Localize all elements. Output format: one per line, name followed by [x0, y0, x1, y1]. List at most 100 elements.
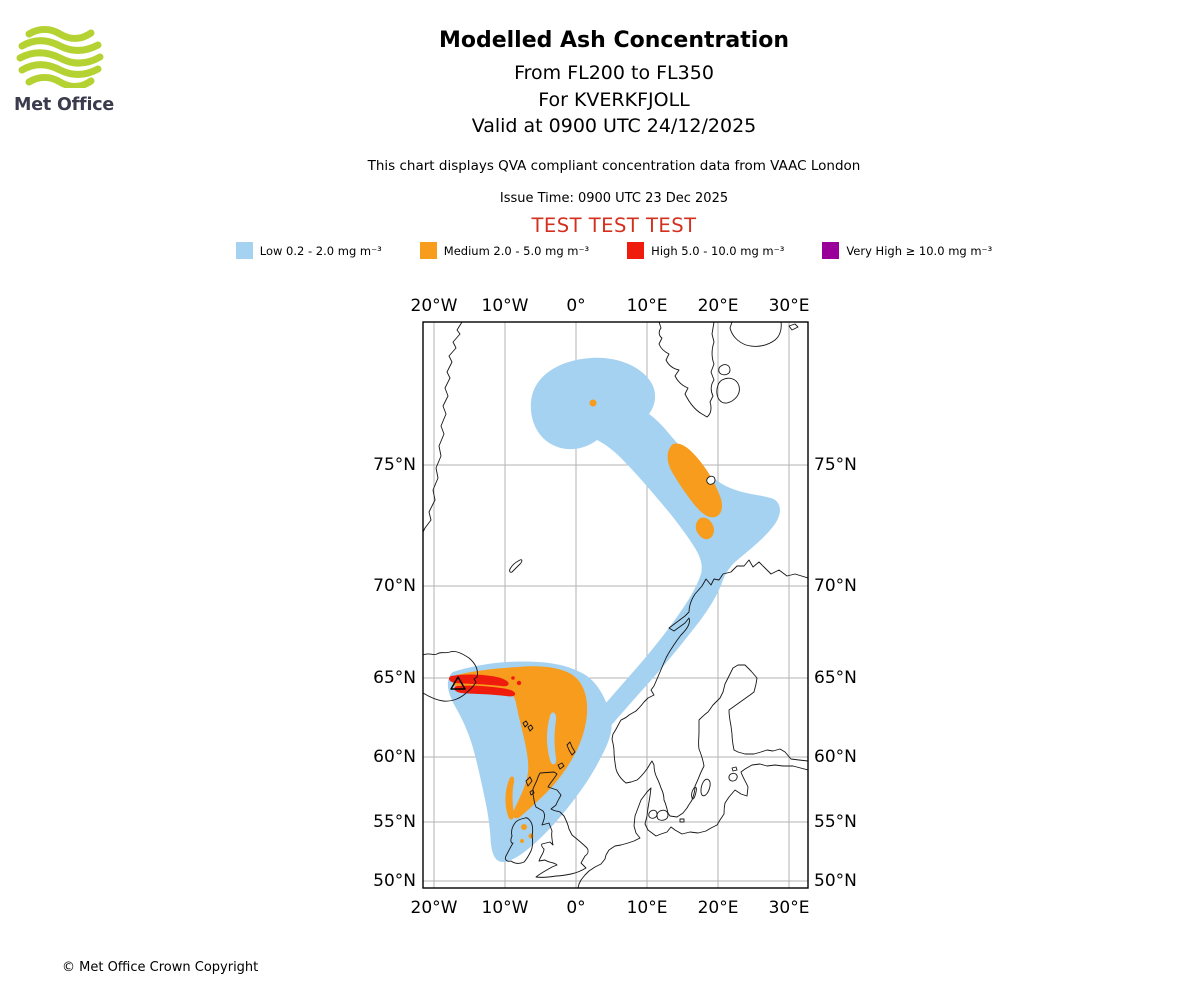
ash-medium-north-main [667, 443, 723, 518]
valid-time-line: Valid at 0900 UTC 24/12/2025 [471, 115, 757, 137]
qva-note: This chart displays QVA compliant concen… [367, 158, 861, 174]
map-frame [422, 321, 809, 889]
ash-medium-south-streak [505, 776, 515, 820]
lon-label: 10°E [627, 296, 668, 316]
ireland-coastline [504, 817, 534, 864]
legend-item-high: High 5.0 - 10.0 mg m⁻³ [627, 242, 784, 259]
issue-time: Issue Time: 0900 UTC 23 Dec 2025 [499, 191, 729, 206]
lat-label: 50°N [814, 871, 857, 891]
ash-medium-speck [520, 839, 524, 843]
legend-item-low: Low 0.2 - 2.0 mg m⁻³ [235, 242, 382, 259]
ash-map: 20°W 10°W 0° 10°E 20°E 30°E 20°W 10°W 0°… [373, 296, 857, 918]
logo-wave [18, 37, 102, 54]
nordaustlandet-coastline [729, 322, 782, 347]
low-swatch-icon [235, 242, 253, 259]
legend-label-very-high: Very High ≥ 10.0 mg m⁻³ [846, 243, 993, 258]
lat-label: 65°N [373, 668, 416, 688]
lat-label: 70°N [814, 576, 857, 596]
ash-high-band-lower [454, 685, 516, 697]
lat-label: 60°N [373, 747, 416, 767]
jan-mayen-coastline [509, 559, 523, 573]
bear-island [706, 475, 716, 485]
ash-low-areas [447, 357, 780, 863]
lat-label: 70°N [373, 576, 416, 596]
ash-high-areas [448, 674, 522, 697]
lat-label: 50°N [373, 871, 416, 891]
edgeoya-island [716, 377, 740, 404]
orkney-islands [557, 762, 565, 770]
medium-swatch-icon [419, 242, 437, 259]
graticule [423, 322, 808, 888]
ash-medium-north-lobe [695, 517, 714, 540]
lat-label: 75°N [814, 455, 857, 475]
legend-label-low: Low 0.2 - 2.0 mg m⁻³ [259, 243, 382, 258]
lon-label: 30°E [769, 296, 810, 316]
faroe-islands [522, 720, 534, 732]
ash-medium-speck [521, 824, 527, 830]
lon-label: 20°W [411, 898, 458, 918]
lon-label: 0° [566, 898, 585, 918]
copyright-notice: © Met Office Crown Copyright [62, 960, 259, 975]
oland-island [691, 786, 697, 800]
baltic-south-coastline [577, 763, 808, 888]
kvitoya-island [788, 323, 799, 331]
greenland-coastline [423, 322, 463, 533]
lon-label: 30°E [769, 898, 810, 918]
danish-islands [648, 809, 685, 823]
ash-high-band-upper [448, 674, 509, 687]
ash-medium-areas [453, 399, 723, 843]
page-title: Modelled Ash Concentration [438, 28, 790, 53]
lat-label: 55°N [373, 812, 416, 832]
lon-labels-bottom: 20°W 10°W 0° 10°E 20°E 30°E [411, 898, 810, 918]
ash-high-speck [511, 676, 515, 680]
legend-item-medium: Medium 2.0 - 5.0 mg m⁻³ [419, 242, 590, 259]
met-office-logo-mark [16, 26, 104, 90]
legend-label-medium: Medium 2.0 - 5.0 mg m⁻³ [443, 243, 590, 258]
great-britain-coastline [532, 771, 589, 878]
iceland-coastline [423, 651, 478, 702]
flight-level-line: From FL200 to FL350 [514, 62, 714, 84]
concentration-legend: Low 0.2 - 2.0 mg m⁻³ Medium 2.0 - 5.0 mg… [28, 242, 1200, 259]
lon-label: 10°W [482, 898, 529, 918]
volcano-marker [450, 676, 466, 690]
ash-medium-south-main [453, 666, 588, 819]
lon-label: 10°W [482, 296, 529, 316]
lon-label: 0° [566, 296, 585, 316]
ash-low-gap [547, 712, 557, 765]
legend-label-high: High 5.0 - 10.0 mg m⁻³ [651, 243, 785, 258]
spitsbergen-coastline [658, 322, 715, 418]
estonian-islands [728, 766, 738, 782]
logo-wave [16, 49, 104, 67]
lat-label: 75°N [373, 455, 416, 475]
lat-labels-left: 75°N 70°N 65°N 60°N 55°N 50°N [373, 455, 416, 891]
logo-waves [16, 26, 104, 90]
test-banner: TEST TEST TEST [531, 214, 697, 237]
lat-label: 65°N [814, 668, 857, 688]
legend-item-very-high: Very High ≥ 10.0 mg m⁻³ [822, 242, 992, 259]
met-office-logo: Met Office [14, 26, 134, 115]
lon-label: 10°E [627, 898, 668, 918]
ash-medium-speck [589, 399, 597, 407]
hebrides-islands [525, 776, 535, 796]
logo-wave [25, 26, 95, 42]
lat-label: 55°N [814, 812, 857, 832]
lon-label: 20°E [698, 898, 739, 918]
lat-label: 60°N [814, 747, 857, 767]
coastlines [423, 322, 808, 888]
logo-wave [25, 74, 95, 90]
volcano-line: For KVERKFJOLL [538, 89, 690, 111]
shetland-islands [566, 741, 576, 756]
high-swatch-icon [627, 242, 645, 259]
lon-labels-top: 20°W 10°W 0° 10°E 20°E 30°E [411, 296, 810, 316]
ash-low-northern-plume [530, 357, 780, 740]
lat-labels-right: 75°N 70°N 65°N 60°N 55°N 50°N [814, 455, 857, 891]
met-office-logo-text: Met Office [14, 95, 115, 115]
gotland-island [700, 778, 711, 797]
very-high-swatch-icon [822, 242, 840, 259]
logo-wave [18, 61, 102, 78]
lon-label: 20°E [698, 296, 739, 316]
ash-high-speck [516, 680, 522, 686]
scandinavia-coastline [611, 559, 808, 818]
lon-label: 20°W [411, 296, 458, 316]
